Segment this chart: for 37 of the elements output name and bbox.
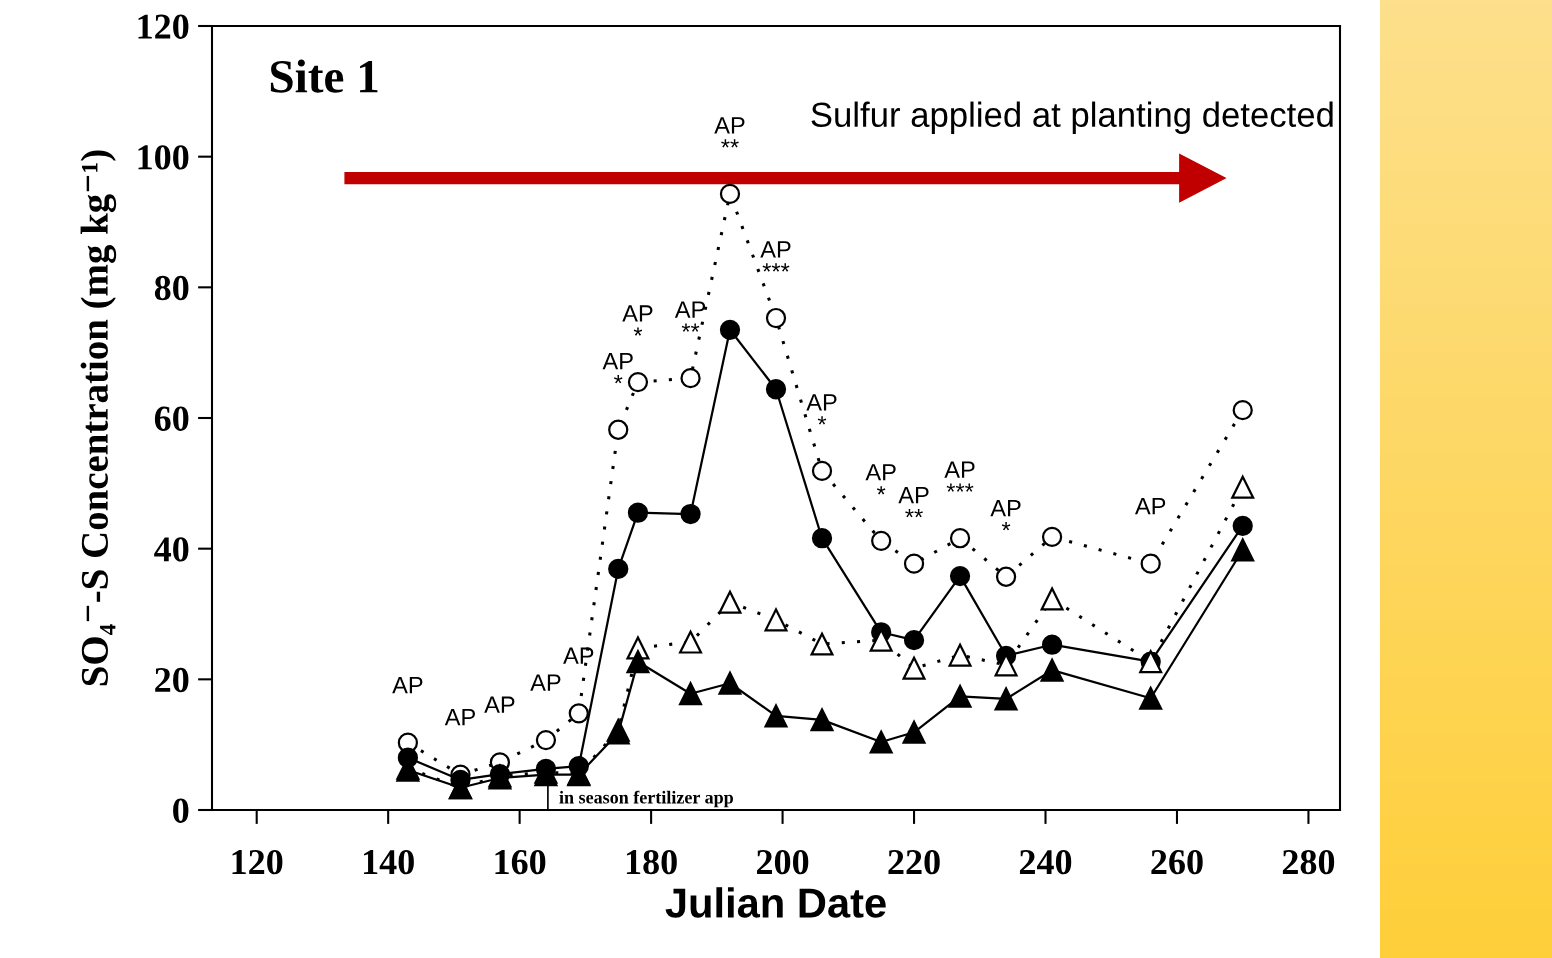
- x-tick-label: 220: [888, 849, 940, 875]
- x-tick-label: 240: [1019, 849, 1072, 875]
- annotation: AP ***: [760, 241, 791, 272]
- ref-line-label: in season fertilizer app: [559, 790, 733, 808]
- annotation: AP **: [714, 117, 745, 148]
- annotation: AP ***: [944, 461, 975, 492]
- y-tick-label: 120: [138, 14, 189, 39]
- annotation: AP: [1134, 498, 1166, 515]
- x-tick-label: 200: [757, 849, 809, 875]
- y-axis-title: SO₄⁻-S Concentration (mg kg⁻¹): [80, 150, 117, 686]
- annotation: AP *: [602, 353, 633, 384]
- x-tick-label: 160: [495, 849, 546, 875]
- annotation: AP *: [865, 464, 896, 495]
- annotation: AP: [484, 696, 515, 713]
- annotation: Sulfur applied at planting detected: [811, 101, 1333, 134]
- annotation: AP: [444, 709, 475, 726]
- x-tick-label: 140: [363, 849, 414, 875]
- annotation: AP *: [806, 394, 837, 425]
- y-tick-label: 60: [154, 406, 189, 431]
- x-tick-label: 260: [1151, 849, 1203, 875]
- y-tick-label: 40: [154, 537, 189, 562]
- y-tick-label: 0: [173, 798, 189, 823]
- annotation: AP: [530, 674, 561, 691]
- x-tick-label: 280: [1282, 849, 1335, 875]
- y-tick-label: 80: [154, 275, 189, 301]
- x-axis-title: Julian Date: [665, 887, 886, 918]
- annotation: AP: [563, 647, 594, 664]
- x-tick-label: 180: [626, 849, 677, 875]
- x-tick-label: 120: [232, 849, 283, 875]
- annotation: AP: [392, 677, 423, 694]
- text: Site 1: [270, 59, 378, 93]
- y-tick-label: 20: [155, 667, 189, 693]
- annotation: AP *: [990, 500, 1021, 531]
- y-tick-label: 100: [138, 145, 189, 170]
- annotation: AP **: [674, 301, 706, 332]
- annotation: AP **: [898, 486, 929, 518]
- annotation: AP *: [622, 305, 653, 336]
